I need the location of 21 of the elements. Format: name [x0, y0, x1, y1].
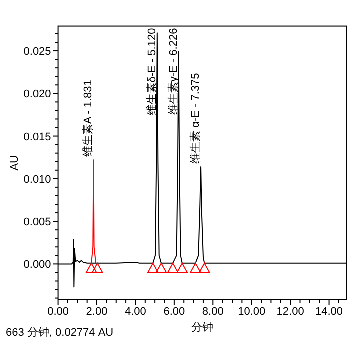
x-tick-label: 6.00 [164, 306, 186, 318]
x-tick-label: 8.00 [202, 306, 224, 318]
y-tick-label: 0.005 [24, 216, 52, 229]
y-axis-title: AU [9, 155, 21, 171]
y-tick-label: 0.000 [24, 259, 52, 272]
y-tick-label: 0.025 [24, 46, 52, 58]
x-axis-title: 分钟 [192, 322, 214, 334]
y-tick-label: 0.015 [24, 131, 52, 144]
y-tick-label: 0.010 [24, 174, 52, 186]
text: 663 分钟, 0.02774 AU [6, 327, 114, 339]
annotation: 维生素A - 1.831 [82, 80, 95, 158]
annotation: 维生素δ-E - 5.120 [145, 28, 158, 116]
x-tick-label: 10.00 [238, 306, 266, 318]
annotation: 维生素γ-E - 6.226 [166, 28, 180, 116]
x-tick-label: 2.00 [86, 306, 108, 318]
x-tick-label: 14.00 [316, 306, 344, 318]
x-tick-label: 4.00 [125, 306, 146, 318]
annotation: 维生素 α-E - 7.375 [189, 73, 202, 164]
x-tick-label: 12.00 [276, 306, 304, 318]
x-tick-label: 0.00 [48, 306, 70, 318]
y-tick-label: 0.020 [24, 88, 52, 101]
